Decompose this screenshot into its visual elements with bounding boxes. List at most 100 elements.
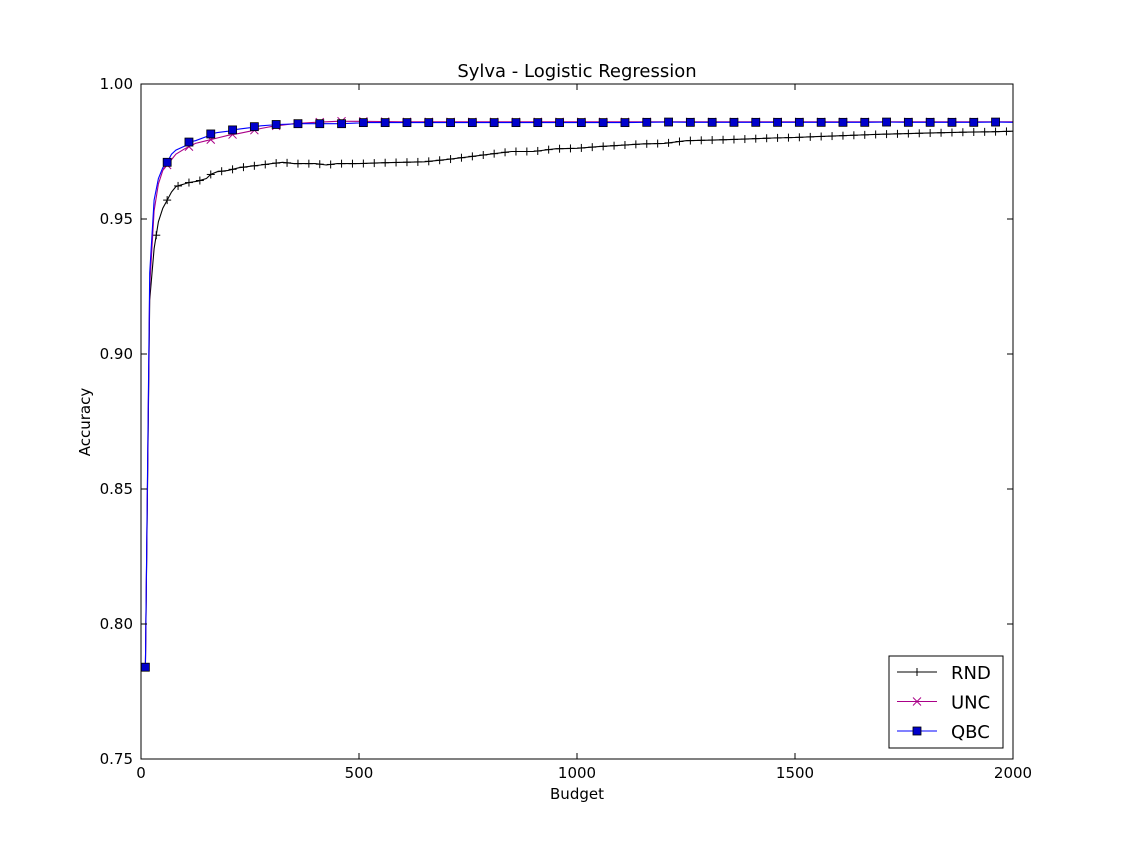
series-point-rnd xyxy=(904,129,913,138)
legend-label-unc: UNC xyxy=(951,693,990,714)
series-point-rnd xyxy=(838,131,847,140)
series-point-rnd xyxy=(217,167,226,176)
series-point-rnd xyxy=(511,147,520,156)
series-point-qbc xyxy=(380,118,390,128)
series-point-rnd xyxy=(642,139,651,148)
series-point-rnd xyxy=(152,231,161,240)
series-point-rnd xyxy=(795,133,804,142)
series-point-rnd xyxy=(163,196,172,205)
series-point-rnd xyxy=(926,129,935,138)
series-point-qbc xyxy=(707,117,717,127)
x-tick-label: 1500 xyxy=(776,764,814,782)
series-point-rnd xyxy=(566,144,575,153)
series-point-qbc xyxy=(773,117,782,127)
series-point-rnd xyxy=(620,141,629,150)
series-point-qbc xyxy=(402,118,412,128)
series-point-rnd xyxy=(174,181,183,190)
series-point-rnd xyxy=(937,128,946,137)
series-point-qbc xyxy=(794,117,804,127)
series-point-qbc xyxy=(184,137,194,147)
series-point-rnd xyxy=(304,159,313,168)
series-point-qbc xyxy=(249,122,259,132)
series-line-rnd xyxy=(144,130,1014,668)
series-point-rnd xyxy=(261,160,270,169)
series-point-rnd xyxy=(631,140,640,149)
series-point-qbc xyxy=(511,118,521,128)
series-point-rnd xyxy=(435,156,444,165)
series-point-qbc xyxy=(947,117,957,127)
series-point-rnd xyxy=(283,158,292,167)
series-point-rnd xyxy=(729,135,738,144)
series-point-rnd xyxy=(653,139,662,148)
series-qbc xyxy=(140,117,1014,672)
series-point-qbc xyxy=(206,129,216,139)
y-tick-label: 0.75 xyxy=(100,750,133,768)
series-point-rnd xyxy=(479,151,488,160)
series-point-qbc xyxy=(751,117,761,127)
series-point-qbc xyxy=(882,117,891,127)
series-point-qbc xyxy=(729,117,739,127)
series-point-rnd xyxy=(402,158,411,167)
series-point-qbc xyxy=(555,118,564,128)
series-rnd xyxy=(141,127,1014,672)
series-point-rnd xyxy=(773,133,782,142)
series-point-rnd xyxy=(1002,127,1011,136)
chart-title: Sylva - Logistic Regression xyxy=(457,61,696,82)
x-tick-label: 1000 xyxy=(558,764,596,782)
series-point-qbc xyxy=(446,118,455,128)
series-point-rnd xyxy=(991,127,1000,136)
series-point-rnd xyxy=(708,136,717,145)
series-point-rnd xyxy=(751,134,760,143)
series-point-rnd xyxy=(599,142,608,151)
x-tick-label: 2000 xyxy=(994,764,1032,782)
series-point-rnd xyxy=(849,131,858,140)
series-point-qbc xyxy=(991,117,1000,127)
series-point-qbc xyxy=(293,119,303,129)
legend-marker-unc xyxy=(912,697,922,706)
series-point-qbc xyxy=(489,118,499,128)
series-point-rnd xyxy=(882,130,891,139)
legend-entry-unc: UNC xyxy=(897,693,990,714)
series-point-rnd xyxy=(272,159,281,168)
series-point-rnd xyxy=(915,129,924,138)
series-point-rnd xyxy=(490,149,499,158)
series-point-rnd xyxy=(315,160,324,169)
series-point-qbc xyxy=(162,157,172,167)
series-point-rnd xyxy=(501,148,510,157)
series-point-qbc xyxy=(315,119,325,129)
series-point-rnd xyxy=(381,158,390,167)
series-point-rnd xyxy=(697,136,706,145)
series-point-rnd xyxy=(533,146,542,155)
series-point-rnd xyxy=(555,144,564,153)
series-point-rnd xyxy=(871,130,880,139)
y-tick-label: 1.00 xyxy=(100,75,133,93)
series-point-rnd xyxy=(195,176,204,185)
y-axis-label: Accuracy xyxy=(76,388,94,457)
series-point-qbc xyxy=(685,117,695,127)
series-point-qbc xyxy=(533,118,543,128)
series-point-qbc xyxy=(598,118,608,128)
legend: RND UNC QBC xyxy=(888,655,1004,749)
series-point-rnd xyxy=(980,127,989,136)
series-point-rnd xyxy=(675,137,684,146)
series-point-rnd xyxy=(293,159,302,168)
series-point-rnd xyxy=(860,130,869,139)
series-point-rnd xyxy=(969,128,978,137)
series-point-rnd xyxy=(817,132,826,141)
series-point-qbc xyxy=(838,117,848,127)
y-tick-label: 0.80 xyxy=(100,615,133,633)
series-point-qbc xyxy=(860,117,870,127)
series-point-rnd xyxy=(686,136,695,145)
y-tick-label: 0.95 xyxy=(100,210,133,228)
series-point-qbc xyxy=(140,662,150,672)
series-point-rnd xyxy=(326,160,335,169)
series-point-rnd xyxy=(206,170,215,179)
series-point-rnd xyxy=(806,132,815,141)
series-point-rnd xyxy=(588,143,597,152)
series-point-rnd xyxy=(828,132,837,141)
series-point-rnd xyxy=(446,155,455,164)
x-tick-label: 0 xyxy=(136,764,146,782)
series-point-rnd xyxy=(958,128,967,137)
series-point-qbc xyxy=(620,118,630,128)
